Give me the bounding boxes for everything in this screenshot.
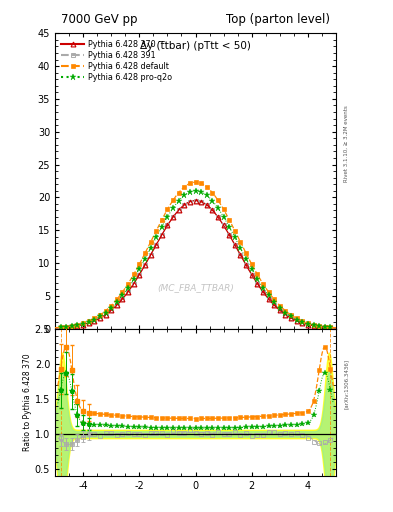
Text: Δy (t̅tbar) (pTtt < 50): Δy (t̅tbar) (pTtt < 50) xyxy=(140,40,251,51)
Legend: Pythia 6.428 370, Pythia 6.428 391, Pythia 6.428 default, Pythia 6.428 pro-q2o: Pythia 6.428 370, Pythia 6.428 391, Pyth… xyxy=(59,37,174,84)
Text: Rivet 3.1.10, ≥ 3.2M events: Rivet 3.1.10, ≥ 3.2M events xyxy=(344,105,349,182)
Text: (MC_FBA_TTBAR): (MC_FBA_TTBAR) xyxy=(157,284,234,292)
Text: 7000 GeV pp: 7000 GeV pp xyxy=(61,13,137,26)
Text: [arXiv:1306.3436]: [arXiv:1306.3436] xyxy=(344,359,349,409)
Y-axis label: Ratio to Pythia 6.428 370: Ratio to Pythia 6.428 370 xyxy=(23,353,32,451)
Text: Top (parton level): Top (parton level) xyxy=(226,13,331,26)
